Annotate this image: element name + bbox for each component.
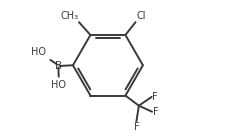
Text: F: F xyxy=(152,107,158,117)
Text: F: F xyxy=(133,123,139,132)
Text: F: F xyxy=(152,92,157,102)
Text: Cl: Cl xyxy=(136,11,145,21)
Text: HO: HO xyxy=(31,47,46,58)
Text: CH₃: CH₃ xyxy=(60,11,78,21)
Text: B: B xyxy=(55,61,62,71)
Text: HO: HO xyxy=(51,80,66,90)
